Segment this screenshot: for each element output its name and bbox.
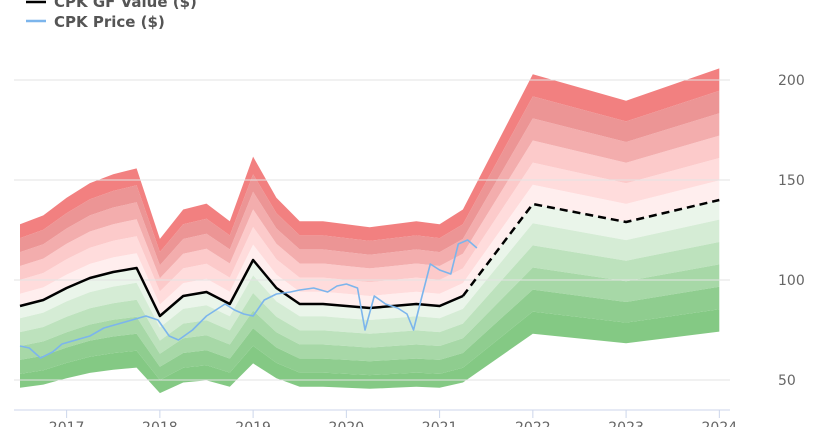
x-tick-label-2021: 2021 (422, 420, 458, 427)
y-tick-label-100: 100 (778, 273, 805, 289)
y-tick-label-50: 50 (778, 373, 796, 389)
x-tick-label-2019: 2019 (235, 420, 271, 427)
x-tick-label-2023: 2023 (608, 420, 644, 427)
x-tick-label-2020: 2020 (329, 420, 365, 427)
legend: CPK GF Value ($) CPK Price ($) (26, 0, 197, 31)
y-tick-label-150: 150 (778, 173, 805, 189)
legend-label-price: CPK Price ($) (54, 13, 165, 31)
y-tick-label-200: 200 (778, 73, 805, 89)
x-tick-label-2017: 2017 (49, 420, 85, 427)
x-tick-label-2022: 2022 (515, 420, 551, 427)
x-tick-label-2024: 2024 (702, 420, 738, 427)
x-tick-label-2018: 2018 (142, 420, 178, 427)
legend-label-gf-value: CPK GF Value ($) (54, 0, 197, 11)
valuation-bands (20, 68, 719, 393)
